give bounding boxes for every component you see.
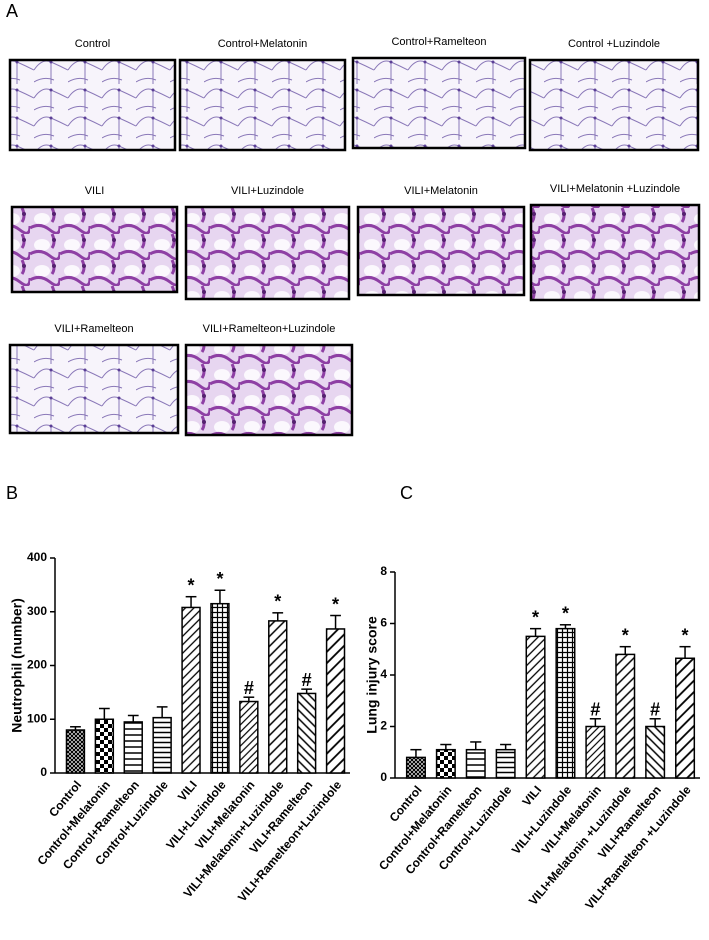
significance-mark: * [562, 604, 569, 624]
bar [152, 716, 172, 774]
micrograph [351, 56, 527, 150]
bar [435, 748, 456, 779]
y-axis-label: Lung injury score [364, 616, 380, 734]
significance-mark: # [650, 700, 660, 720]
bar [495, 748, 516, 779]
x-tick-label: VILI [519, 783, 544, 809]
significance-mark: * [188, 575, 195, 595]
y-tick-label: 2 [380, 719, 387, 733]
micrograph [8, 343, 180, 435]
micrograph [528, 58, 700, 152]
micrograph [356, 205, 526, 297]
bar [123, 721, 143, 774]
bar [645, 725, 666, 779]
significance-mark: * [622, 625, 629, 645]
bar [94, 718, 115, 774]
significance-mark: * [274, 592, 281, 612]
bar [239, 700, 259, 774]
micrograph [184, 343, 354, 437]
bar [525, 635, 546, 779]
bar [585, 725, 606, 779]
y-tick-label: 8 [380, 564, 387, 578]
significance-mark: * [332, 594, 339, 614]
micrograph [178, 58, 347, 152]
y-tick-label: 200 [27, 658, 47, 672]
significance-mark: * [216, 569, 223, 589]
significance-mark: # [302, 670, 312, 690]
bar [555, 627, 576, 779]
image-caption: Control+Ramelteon [391, 36, 486, 48]
y-tick-label: 300 [27, 604, 47, 618]
bar [405, 756, 426, 779]
image-caption: VILI+Luzindole [231, 185, 304, 197]
micrograph [10, 205, 179, 294]
micrograph [184, 205, 351, 301]
y-tick-label: 100 [27, 711, 47, 725]
image-caption: VILI+Melatonin [404, 185, 478, 197]
panel-label: A [6, 1, 18, 21]
micrograph [8, 58, 177, 152]
bar [65, 729, 86, 774]
bar [268, 620, 288, 774]
bar [465, 748, 486, 779]
micrograph [529, 203, 701, 302]
bar [675, 657, 696, 779]
image-caption: VILI [85, 185, 105, 197]
panel-label: B [6, 483, 18, 503]
y-tick-label: 4 [380, 667, 387, 681]
image-caption: Control +Luzindole [568, 38, 660, 50]
bar [615, 653, 636, 779]
significance-mark: # [244, 678, 254, 698]
x-tick-label: VILI [175, 778, 200, 804]
image-caption: Control+Melatonin [218, 38, 308, 50]
y-tick-label: 0 [40, 765, 47, 779]
significance-mark: # [590, 700, 600, 720]
image-caption: Control [75, 38, 110, 50]
bar [325, 628, 346, 774]
image-caption: VILI+Ramelteon [54, 323, 133, 335]
bar [210, 602, 230, 774]
significance-mark: * [532, 607, 539, 627]
y-tick-label: 6 [380, 616, 387, 630]
bar [181, 606, 201, 774]
image-caption: VILI+Melatonin +Luzindole [550, 183, 680, 195]
bar [296, 692, 317, 774]
y-tick-label: 0 [380, 770, 387, 784]
significance-mark: * [682, 625, 689, 645]
panel-label: C [400, 483, 413, 503]
y-axis-label: Neutrophil (number) [9, 598, 25, 733]
image-caption: VILI+Ramelteon+Luzindole [203, 323, 336, 335]
y-tick-label: 400 [27, 550, 47, 564]
